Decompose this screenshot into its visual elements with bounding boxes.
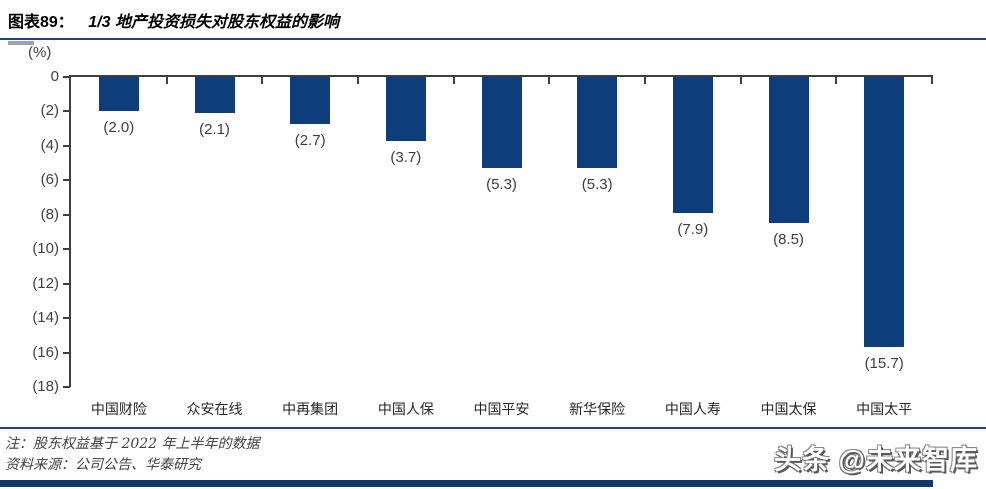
x-axis-tick xyxy=(931,75,933,84)
y-axis-tick-label: (4) xyxy=(40,136,59,154)
x-axis-tick xyxy=(452,75,455,84)
chart-header: 图表89： 1/3 地产投资损失对股东权益的影响 xyxy=(8,8,339,32)
header-divider xyxy=(0,38,986,40)
bar-value-label: (2.0) xyxy=(103,119,135,137)
y-axis-tick xyxy=(63,351,70,354)
watermark-text: 头条 @未来智库 xyxy=(774,445,978,475)
bar-中国人保 xyxy=(385,77,426,141)
bar-value-label: (8.5) xyxy=(773,231,804,249)
chart-title: 1/3 地产投资损失对股东权益的影响 xyxy=(88,14,339,31)
y-axis-tick xyxy=(63,248,70,251)
x-axis-category-label: 众安在线 xyxy=(186,402,243,418)
bar-value-label: (2.1) xyxy=(199,121,230,139)
chart-number-tag: 图表89： xyxy=(8,14,74,31)
y-axis-tick-label: (10) xyxy=(32,240,59,258)
header-divider-tab xyxy=(8,41,34,45)
x-axis-tick xyxy=(835,75,838,84)
bar-value-label: (2.7) xyxy=(294,131,326,149)
y-axis-tick-label: (8) xyxy=(40,205,59,223)
x-axis-tick xyxy=(357,75,359,84)
x-axis-tick xyxy=(739,75,742,84)
y-axis-tick xyxy=(63,386,70,388)
y-axis-tick xyxy=(63,213,70,216)
bar-中国财险 xyxy=(98,77,139,112)
y-axis-tick xyxy=(63,179,70,182)
x-axis-category-label: 新华保险 xyxy=(569,402,626,418)
y-axis-tick-label: (14) xyxy=(32,309,59,327)
bar-value-label: (3.7) xyxy=(390,148,422,166)
y-axis-tick-label: 0 xyxy=(50,68,59,85)
plot-area: 0 (2) (4) (6) (8) (10) (12) (14) (16) (18) (2.0) 中国… xyxy=(32,68,933,418)
y-axis-tick-label: (16) xyxy=(32,343,59,361)
x-axis-category-label: 中国人保 xyxy=(377,402,434,418)
x-axis-tick xyxy=(261,75,264,84)
bar-众安在线 xyxy=(194,77,235,114)
y-axis-tick xyxy=(63,282,70,285)
x-axis-category-label: 中国太保 xyxy=(760,402,817,418)
bar-value-label: (7.9) xyxy=(677,221,709,239)
y-axis-tick-label: (12) xyxy=(32,274,59,292)
y-axis-tick-label: (18) xyxy=(32,378,59,395)
y-axis-unit-label: (%) xyxy=(28,44,52,61)
x-axis-category-label: 中再集团 xyxy=(282,402,339,418)
x-axis-tick xyxy=(644,75,646,84)
footer-divider xyxy=(0,427,986,429)
bar-新华保险 xyxy=(577,77,618,169)
y-axis-tick-label: (2) xyxy=(40,102,59,120)
x-axis-category-label: 中国人寿 xyxy=(664,402,721,418)
x-axis-category-label: 中国财险 xyxy=(90,402,147,418)
bar-中再集团 xyxy=(290,77,331,124)
chart-source: 资料来源：公司公告、华泰研究 xyxy=(5,457,201,473)
y-axis-tick xyxy=(63,76,70,78)
y-axis-tick xyxy=(63,317,70,320)
bar-value-label: (5.3) xyxy=(581,176,613,194)
x-axis-tick xyxy=(548,75,551,84)
bar-中国太平 xyxy=(864,77,905,348)
bar-value-label: (5.3) xyxy=(486,176,517,194)
x-axis-tick xyxy=(165,75,168,84)
x-axis-category-label: 中国平安 xyxy=(473,402,530,418)
x-axis-category-label: 中国太平 xyxy=(856,402,913,418)
y-axis-tick xyxy=(63,110,70,113)
y-axis-tick xyxy=(63,144,70,147)
bottom-accent-bar xyxy=(0,480,933,487)
y-axis-tick-label: (6) xyxy=(40,171,59,189)
bar-中国平安 xyxy=(481,77,522,169)
bar-中国太保 xyxy=(768,77,809,224)
bar-value-label: (15.7) xyxy=(864,355,904,373)
chart-note: 注：股东权益基于 2022 年上半年的数据 xyxy=(5,436,260,452)
bar-中国人寿 xyxy=(672,77,713,214)
